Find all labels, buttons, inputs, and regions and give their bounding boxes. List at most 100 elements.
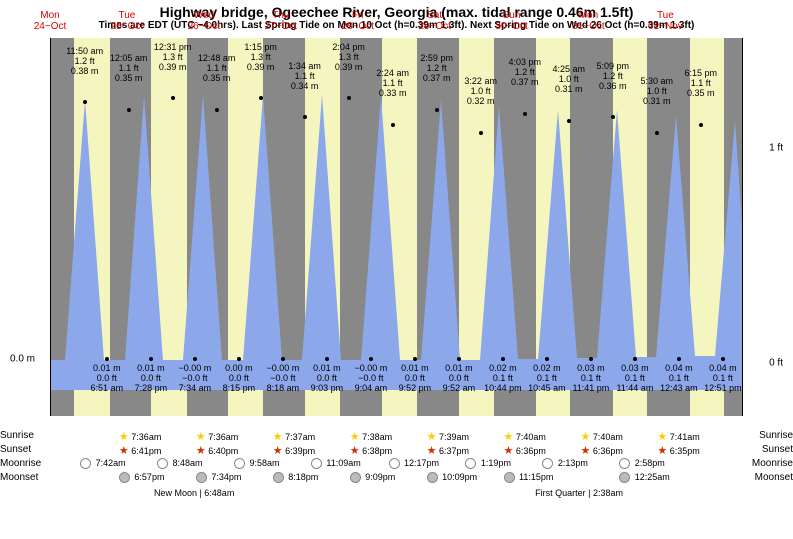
moonset-icon bbox=[196, 472, 207, 483]
ms-item: 8:18pm bbox=[273, 472, 333, 483]
date-label: Sun30−Oct bbox=[482, 10, 542, 32]
moonset-label-right: Moonset bbox=[745, 472, 793, 483]
date-day: 28−Oct bbox=[341, 21, 374, 32]
high-tide-dot bbox=[83, 100, 87, 104]
moonrise-label-right: Moonrise bbox=[745, 458, 793, 469]
sunset-icon: ★ bbox=[119, 445, 129, 457]
low-tide-label: −0.00 m−0.0 ft9:04 am bbox=[346, 363, 396, 393]
high-tide-dot bbox=[391, 123, 395, 127]
sunrise-row: Sunrise Sunrise ★ 7:36am★ 7:36am★ 7:37am… bbox=[50, 430, 743, 444]
ytick-right: 1 ft bbox=[769, 142, 783, 153]
date-dow: Tue bbox=[657, 10, 674, 21]
date-day: 31−Oct bbox=[572, 21, 605, 32]
date-day: 24−Oct bbox=[34, 21, 67, 32]
ms-item: 6:57pm bbox=[119, 472, 179, 483]
mr-item: 2:13pm bbox=[542, 458, 602, 469]
ss-item: ★ 6:40pm bbox=[196, 444, 256, 457]
ss-item: ★ 6:39pm bbox=[273, 444, 333, 457]
date-day: 01−Nov bbox=[648, 21, 683, 32]
mr-item: 1:19pm bbox=[465, 458, 525, 469]
high-tide-label: 2:24 am1.1 ft0.33 m bbox=[368, 68, 418, 98]
ss-item: ★ 6:35pm bbox=[657, 444, 717, 457]
y-axis-right: 1 ft0 ft bbox=[743, 38, 783, 416]
sr-item: ★ 7:40am bbox=[580, 430, 640, 443]
date-label: Tue01−Nov bbox=[635, 10, 695, 32]
sr-item: ★ 7:38am bbox=[350, 430, 410, 443]
sunrise-icon: ★ bbox=[657, 431, 667, 443]
moonrise-icon bbox=[465, 458, 476, 469]
ms-item: 7:34pm bbox=[196, 472, 256, 483]
low-tide-label: 0.01 m0.0 ft6:51 am bbox=[82, 363, 132, 393]
high-tide-dot bbox=[479, 131, 483, 135]
sunrise-icon: ★ bbox=[427, 431, 437, 443]
sr-item: ★ 7:40am bbox=[504, 430, 564, 443]
high-tide-label: 6:15 pm1.1 ft0.35 m bbox=[676, 68, 726, 98]
mr-item: 2:58pm bbox=[619, 458, 679, 469]
ms-item: 11:15pm bbox=[504, 472, 564, 483]
high-tide-label: 2:04 pm1.3 ft0.39 m bbox=[324, 42, 374, 72]
date-dow: Wed bbox=[194, 10, 214, 21]
sr-item: ★ 7:39am bbox=[427, 430, 487, 443]
sunset-label-left: Sunset bbox=[0, 444, 48, 455]
low-tide-label: 0.01 m0.0 ft9:03 pm bbox=[302, 363, 352, 393]
sunrise-icon: ★ bbox=[196, 431, 206, 443]
ss-item: ★ 6:36pm bbox=[580, 444, 640, 457]
date-label: Wed26−Oct bbox=[174, 10, 234, 32]
low-tide-label: −0.00 m−0.0 ft7:34 am bbox=[170, 363, 220, 393]
mr-item: 8:48am bbox=[157, 458, 217, 469]
mr-item: 7:42am bbox=[80, 458, 140, 469]
low-tide-label: 0.02 m0.1 ft10:44 pm bbox=[478, 363, 528, 393]
date-day: 30−Oct bbox=[495, 21, 528, 32]
date-label: Sat29−Oct bbox=[405, 10, 465, 32]
sunrise-icon: ★ bbox=[350, 431, 360, 443]
date-label: Tue25−Oct bbox=[97, 10, 157, 32]
high-tide-dot bbox=[567, 119, 571, 123]
low-tide-label: 0.01 m0.0 ft7:28 pm bbox=[126, 363, 176, 393]
date-dow: Mon bbox=[579, 10, 598, 21]
date-label: Mon24−Oct bbox=[20, 10, 80, 32]
high-tide-label: 12:05 am1.1 ft0.35 m bbox=[104, 53, 154, 83]
ms-item: 12:25am bbox=[619, 472, 679, 483]
moonrise-icon bbox=[234, 458, 245, 469]
date-day: 29−Oct bbox=[418, 21, 451, 32]
sunset-label-right: Sunset bbox=[745, 444, 793, 455]
date-day: 25−Oct bbox=[111, 21, 144, 32]
moon-phase-label: New Moon | 6:48am bbox=[154, 488, 234, 498]
sunset-icon: ★ bbox=[580, 445, 590, 457]
ss-item: ★ 6:36pm bbox=[504, 444, 564, 457]
high-tide-label: 4:25 am1.0 ft0.31 m bbox=[544, 64, 594, 94]
ss-item: ★ 6:38pm bbox=[350, 444, 410, 457]
ss-item: ★ 6:37pm bbox=[427, 444, 487, 457]
date-dow: Sun bbox=[503, 10, 521, 21]
sunrise-icon: ★ bbox=[119, 431, 129, 443]
ss-item: ★ 6:41pm bbox=[119, 444, 179, 457]
high-tide-dot bbox=[523, 112, 527, 116]
low-tide-label: 0.02 m0.1 ft10:45 am bbox=[522, 363, 572, 393]
high-tide-dot bbox=[435, 108, 439, 112]
high-tide-label: 1:15 pm1.3 ft0.39 m bbox=[236, 42, 286, 72]
low-tide-label: 0.00 m0.0 ft8:15 pm bbox=[214, 363, 264, 393]
axis-line-right bbox=[742, 38, 743, 416]
moonset-icon bbox=[504, 472, 515, 483]
high-tide-label: 5:30 am1.0 ft0.31 m bbox=[632, 76, 682, 106]
high-tide-dot bbox=[127, 108, 131, 112]
sunset-icon: ★ bbox=[657, 445, 667, 457]
high-tide-label: 12:31 pm1.3 ft0.39 m bbox=[148, 42, 198, 72]
moonrise-row: Moonrise Moonrise 7:42am 8:48am 9:58am 1… bbox=[50, 458, 743, 472]
date-day: 26−Oct bbox=[188, 21, 221, 32]
high-tide-label: 2:59 pm1.2 ft0.37 m bbox=[412, 53, 462, 83]
moon-phase-label: First Quarter | 2:38am bbox=[535, 488, 623, 498]
moonrise-icon bbox=[311, 458, 322, 469]
high-tide-dot bbox=[215, 108, 219, 112]
low-tide-label: 0.01 m0.0 ft9:52 am bbox=[434, 363, 484, 393]
sr-item: ★ 7:36am bbox=[119, 430, 179, 443]
moonrise-icon bbox=[157, 458, 168, 469]
date-dow: Tue bbox=[118, 10, 135, 21]
date-dow: Fri bbox=[352, 10, 364, 21]
plot-area: 11:50 am1.2 ft0.38 m12:05 am1.1 ft0.35 m… bbox=[50, 38, 743, 416]
moonset-icon bbox=[427, 472, 438, 483]
ms-item: 9:09pm bbox=[350, 472, 410, 483]
high-tide-label: 5:09 pm1.2 ft0.36 m bbox=[588, 61, 638, 91]
ms-item: 10:09pm bbox=[427, 472, 487, 483]
moonset-icon bbox=[273, 472, 284, 483]
